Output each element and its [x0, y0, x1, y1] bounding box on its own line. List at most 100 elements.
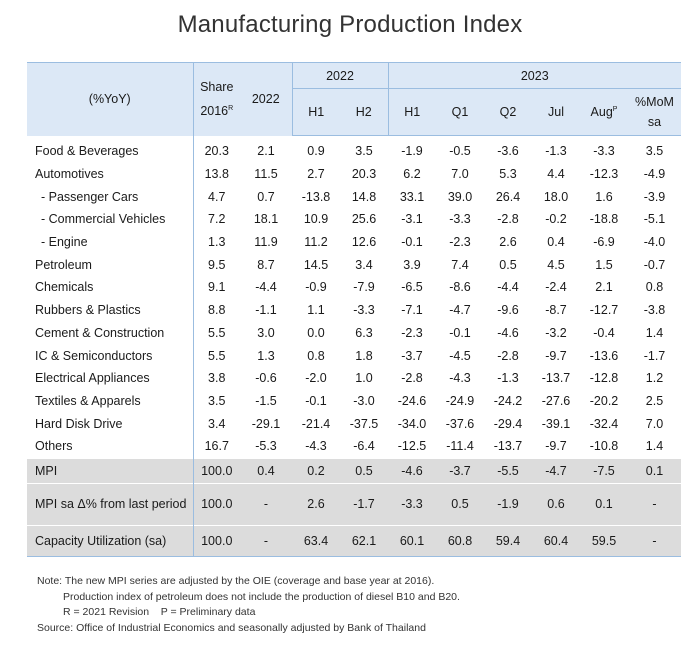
header-2022-year: 2022: [240, 62, 292, 136]
row-value: 60.8: [436, 524, 484, 557]
row-value: 2.6: [499, 235, 517, 250]
row-value: 60.1: [388, 524, 436, 557]
row-value: 3.0: [257, 325, 275, 340]
row-value: 20.3: [351, 167, 377, 182]
row-value: -3.9: [643, 189, 666, 204]
row-value: -21.4: [301, 416, 331, 431]
row-value: -2.8: [497, 212, 519, 227]
row-label: - Engine: [41, 235, 88, 250]
row-value: 0.0: [307, 325, 325, 340]
row-value: -2.8: [497, 348, 519, 363]
row-value: -20.2: [589, 393, 619, 408]
row-label: Hard Disk Drive: [35, 416, 123, 431]
row-value: 25.6: [351, 212, 377, 227]
row-value: 1.4: [645, 325, 664, 340]
row-value: 2.5: [645, 393, 664, 408]
row-label: Electrical Appliances: [35, 371, 150, 386]
row-label: - Passenger Cars: [41, 189, 139, 204]
row-value: 2.1: [595, 280, 613, 295]
table-row: Hard Disk Drive 3.4 -29.1 -21.4 -37.5 -34.0 -3…: [27, 412, 681, 435]
row-value: 100.0: [192, 457, 240, 484]
source-line: Source: Office of Industrial Economics a…: [37, 621, 426, 634]
header-q1: Q1: [436, 88, 484, 136]
row-value: -12.7: [589, 303, 619, 318]
row-value: 10.9: [303, 212, 329, 227]
row-value: -4.7: [532, 457, 580, 484]
row-label: IC & Semiconductors: [35, 348, 153, 363]
row-value: -12.8: [589, 371, 619, 386]
row-value: 1.4: [645, 439, 664, 454]
row-value: 39.0: [447, 189, 473, 204]
row-value: -4.7: [449, 303, 471, 318]
header-aug-label: Aug: [590, 105, 613, 119]
row-value: 4.7: [192, 185, 240, 209]
row-value: 3.5: [355, 144, 373, 159]
row-value: 8.8: [192, 298, 240, 322]
row-value: -4.0: [643, 235, 666, 250]
row-value: -2.0: [305, 371, 327, 386]
table-row: Chemicals 9.1 -4.4 -0.9 -7.9 -6.5 -8.6 -4.4 -2.4…: [27, 276, 681, 299]
table-row: Textiles & Apparels 3.5 -1.5 -0.1 -3.0 -24.6 -…: [27, 389, 681, 413]
row-value: 0.4: [547, 235, 565, 250]
row-value: 0.8: [307, 348, 325, 363]
row-value: 1.1: [307, 303, 325, 318]
row-value: -8.7: [545, 303, 567, 318]
row-value: -3.6: [497, 144, 519, 159]
row-value: -3.3: [593, 144, 615, 159]
header-share-year-wrap: 2016R: [194, 98, 241, 122]
row-value: -1.7: [643, 348, 666, 363]
row-value: -7.9: [353, 280, 375, 295]
table-row: Electrical Appliances 3.8 -0.6 -2.0 1.0 -2.8 -…: [27, 366, 681, 390]
row-value: 14.5: [303, 257, 329, 272]
row-value: -29.1: [251, 416, 281, 431]
row-value: -3.7: [436, 457, 484, 484]
header-mom-label: %MoM: [635, 95, 674, 109]
header-group-2022: 2022: [291, 62, 388, 89]
note-line-3: R = 2021 Revision P = Preliminary data: [63, 606, 256, 618]
row-value: -1.1: [255, 303, 277, 318]
table-row: Rubbers & Plastics 8.8 -1.1 1.1 -3.3 -7.1 -4.7…: [27, 298, 681, 322]
row-value: 0.6: [532, 482, 580, 526]
row-value: 16.7: [192, 434, 240, 459]
row-label: Textiles & Apparels: [35, 393, 141, 408]
row-value: 3.9: [403, 257, 421, 272]
row-label: - Commercial Vehicles: [41, 212, 166, 227]
row-value: -0.7: [643, 257, 666, 272]
row-value: -4.6: [388, 457, 436, 484]
row-value: 9.5: [192, 253, 240, 277]
row-value: -0.2: [545, 212, 567, 227]
row-value: 1.3: [192, 230, 240, 254]
row-value: -: [240, 524, 292, 557]
row-value: 1.6: [595, 189, 613, 204]
row-value: 7.0: [645, 416, 664, 431]
row-value: -7.1: [401, 303, 423, 318]
table-row: Capacity Utilization (sa) 100.0-63.4 62.1 6…: [27, 524, 681, 557]
row-value: -3.3: [353, 303, 375, 318]
row-value: 13.8: [192, 162, 240, 186]
table-row: Petroleum 9.5 8.7 14.5 3.4 3.9 7.4 0.5 4.5 1.5 -0.…: [27, 253, 681, 277]
row-value: -4.9: [643, 167, 666, 182]
row-value: -12.3: [589, 167, 619, 182]
header-share-sup: R: [228, 105, 234, 113]
row-value: -9.7: [545, 348, 567, 363]
row-value: -0.9: [305, 280, 327, 295]
row-value: 18.0: [543, 189, 569, 204]
row-value: -0.1: [449, 325, 471, 340]
mpi-table-container: (%YoY) Share 2016R 2022 2022 2023 H1 H2 …: [27, 62, 681, 557]
row-value: -0.1: [305, 393, 327, 408]
row-value: 100.0: [192, 482, 240, 526]
row-value: -0.4: [593, 325, 615, 340]
row-value: 3.5: [192, 389, 240, 413]
row-value: -3.0: [353, 393, 375, 408]
row-value: 20.3: [192, 135, 240, 163]
row-value: 7.0: [451, 167, 469, 182]
row-value: -4.4: [497, 280, 519, 295]
row-value: -12.5: [397, 439, 427, 454]
row-value: 3.4: [355, 257, 373, 272]
row-label: Chemicals: [35, 280, 94, 295]
row-value: 60.4: [532, 524, 580, 557]
row-value: -39.1: [541, 416, 571, 431]
row-label: Cement & Construction: [35, 325, 165, 340]
row-value: 5.3: [499, 167, 517, 182]
row-value: -4.6: [497, 325, 519, 340]
